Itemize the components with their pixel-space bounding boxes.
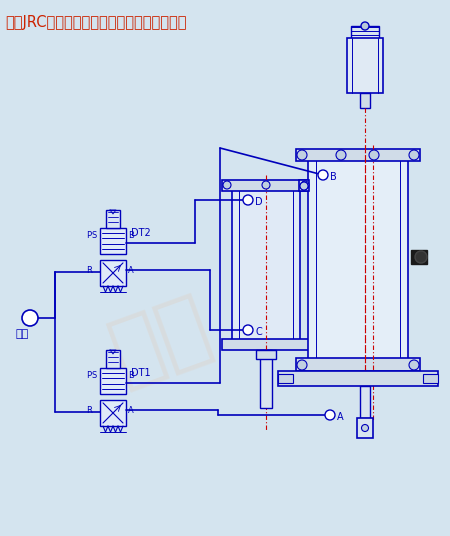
Text: DT2: DT2: [131, 228, 151, 238]
Bar: [360, 93, 370, 108]
Circle shape: [361, 22, 369, 30]
Circle shape: [301, 181, 309, 189]
Bar: [278, 374, 293, 383]
Bar: [351, 26, 379, 39]
Bar: [357, 418, 373, 438]
Bar: [360, 386, 370, 418]
Text: R: R: [86, 406, 92, 415]
Text: A: A: [128, 406, 134, 415]
Circle shape: [300, 182, 308, 190]
Circle shape: [369, 150, 379, 160]
Text: P: P: [86, 371, 91, 381]
Bar: [106, 210, 120, 228]
Circle shape: [415, 251, 427, 263]
Bar: [260, 350, 272, 408]
Text: B: B: [128, 371, 134, 381]
Text: 气源: 气源: [16, 329, 29, 339]
Circle shape: [336, 150, 346, 160]
Circle shape: [409, 150, 419, 160]
Circle shape: [243, 325, 253, 335]
Bar: [308, 160, 408, 360]
Text: A: A: [337, 412, 344, 422]
Text: 玖容JRC总行程可调型气液增压缸气路连接图: 玖容JRC总行程可调型气液增压缸气路连接图: [5, 15, 186, 30]
Text: S: S: [92, 371, 97, 381]
Circle shape: [22, 310, 38, 326]
Bar: [100, 260, 126, 286]
Bar: [100, 228, 126, 254]
Circle shape: [361, 425, 369, 431]
Text: R: R: [86, 266, 92, 275]
Bar: [411, 250, 427, 264]
Bar: [232, 190, 300, 340]
Circle shape: [243, 195, 253, 205]
Text: DT1: DT1: [131, 368, 151, 378]
Text: P: P: [86, 232, 91, 240]
Bar: [423, 374, 438, 383]
Bar: [296, 149, 420, 161]
Bar: [106, 350, 120, 368]
Text: D: D: [255, 197, 263, 207]
Text: B: B: [128, 232, 134, 240]
Circle shape: [223, 181, 231, 189]
Bar: [296, 358, 420, 371]
Circle shape: [300, 182, 308, 190]
Bar: [278, 371, 438, 386]
Bar: [299, 180, 309, 191]
Bar: [100, 368, 126, 394]
Text: S: S: [92, 232, 97, 240]
Text: 玖容: 玖容: [100, 285, 222, 395]
Bar: [347, 38, 383, 93]
Circle shape: [297, 360, 307, 370]
Text: A: A: [128, 266, 134, 275]
Bar: [256, 350, 276, 359]
Circle shape: [262, 181, 270, 189]
Bar: [222, 339, 310, 350]
Text: C: C: [255, 327, 262, 337]
Bar: [222, 180, 310, 191]
Text: B: B: [330, 172, 337, 182]
Circle shape: [409, 360, 419, 370]
Circle shape: [325, 410, 335, 420]
Circle shape: [318, 170, 328, 180]
Bar: [100, 400, 126, 426]
Circle shape: [297, 150, 307, 160]
